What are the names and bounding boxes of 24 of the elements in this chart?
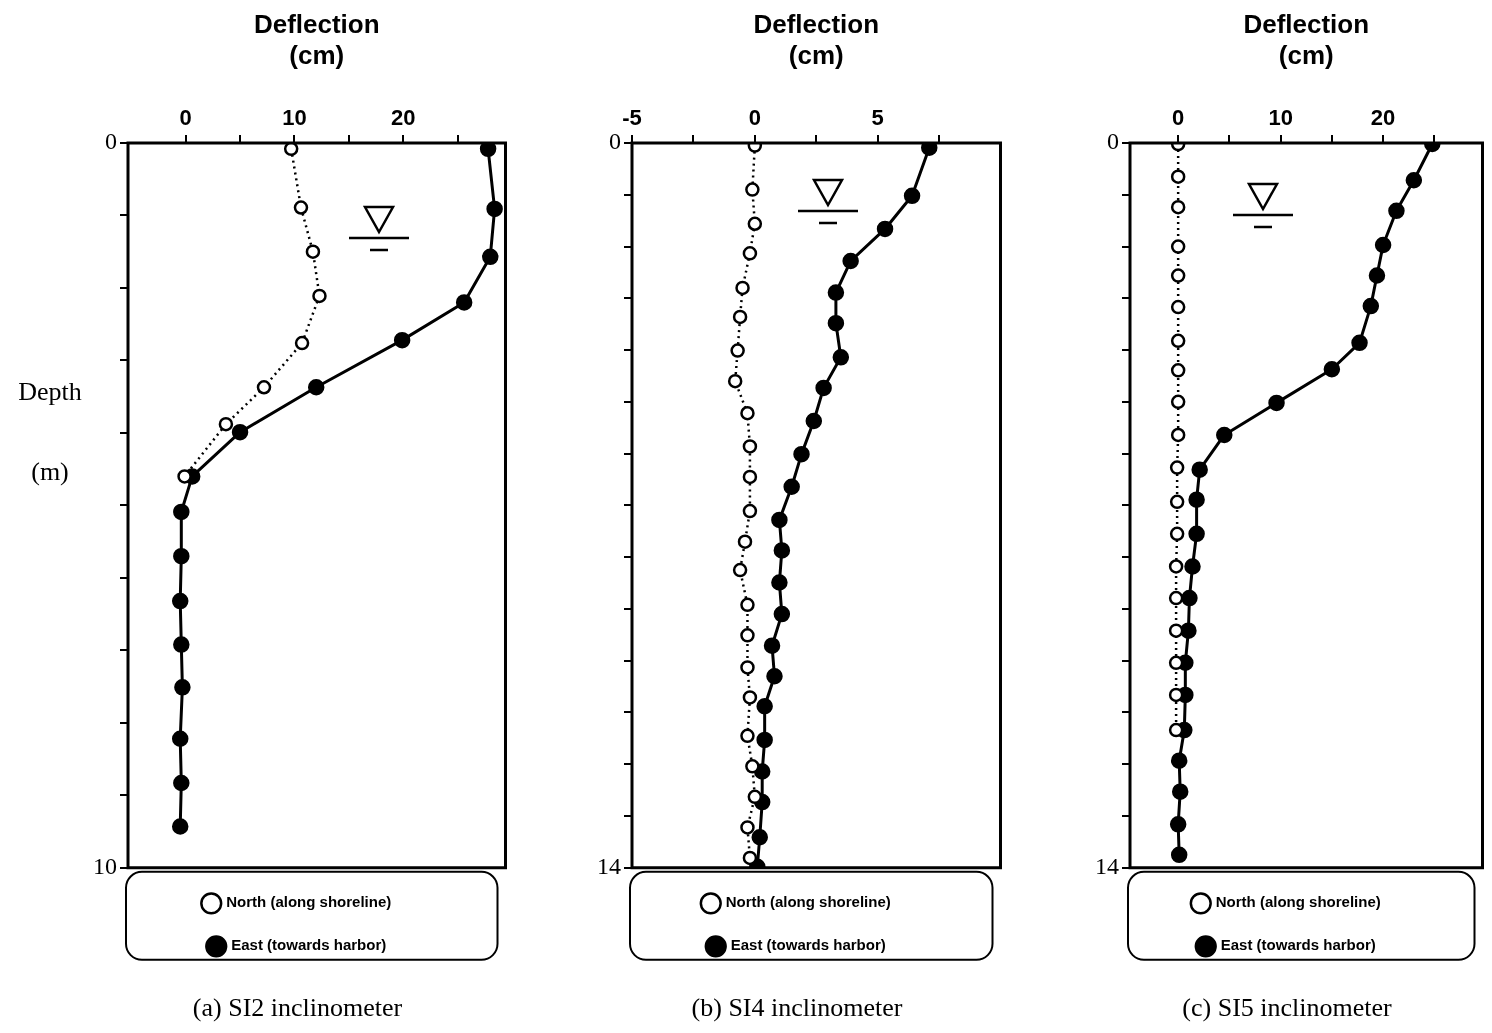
- x-axis-title: Deflection (cm): [753, 8, 880, 70]
- y-tick-label: 14: [597, 853, 621, 880]
- legend-label: North (along shoreline): [725, 893, 891, 911]
- x-axis-title: Deflection (cm): [1243, 8, 1370, 70]
- x-tick-label: 0: [1172, 104, 1185, 130]
- legend-label: East (towards harbor): [231, 936, 387, 954]
- x-tick-label: 5: [871, 104, 884, 130]
- text: (c) SI5 inclinometer: [1182, 993, 1393, 1023]
- legend-label: North (along shoreline): [1215, 893, 1381, 911]
- legend-label: North (along shoreline): [226, 893, 392, 911]
- legend-label: East (towards harbor): [1220, 936, 1376, 954]
- x-tick-label: 20: [391, 104, 416, 130]
- x-tick-label: 10: [282, 104, 307, 130]
- x-tick-label: 0: [748, 104, 761, 130]
- x-tick-label: -5: [622, 104, 642, 130]
- y-tick-label: 14: [1095, 853, 1119, 880]
- text: Depth (m): [18, 376, 82, 486]
- legend-label: East (towards harbor): [730, 936, 886, 954]
- x-tick-label: 20: [1370, 104, 1396, 130]
- x-axis-title: Deflection (cm): [253, 8, 380, 70]
- x-tick-label: 0: [179, 104, 192, 130]
- x-tick-label: 10: [1268, 104, 1293, 130]
- text: (b) SI4 inclinometer: [691, 993, 903, 1023]
- text: (a) SI2 inclinometer: [192, 993, 403, 1023]
